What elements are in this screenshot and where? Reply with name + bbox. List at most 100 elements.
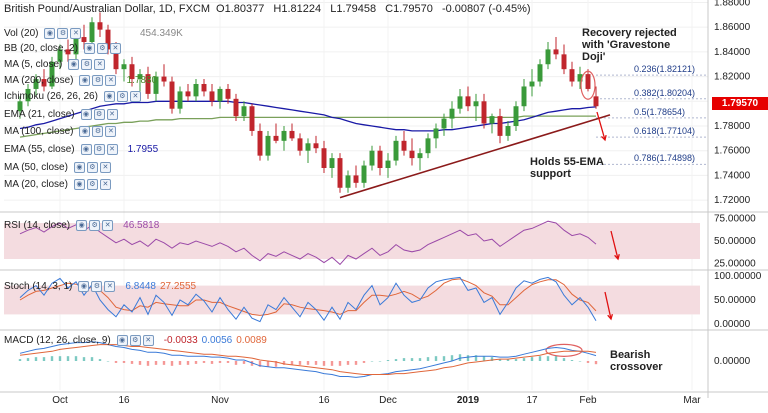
stoch-legend-icons[interactable]: ◉ ⚙ ✕ <box>78 281 116 292</box>
visibility-icon[interactable]: ◉ <box>80 144 92 155</box>
indicator-legend-row[interactable]: MA (200, close) ◉ ⚙ ✕ 1.7880 <box>4 74 157 87</box>
close-icon[interactable]: ✕ <box>104 281 116 292</box>
settings-icon[interactable]: ⚙ <box>89 220 101 231</box>
recovery-annotation: Recovery rejected with 'Gravestone Doji' <box>582 27 677 63</box>
visibility-icon[interactable]: ◉ <box>44 28 56 39</box>
stoch-k-line <box>19 276 597 323</box>
visibility-icon[interactable]: ◉ <box>68 59 80 70</box>
macd-histogram-bar <box>266 361 270 367</box>
macd-histogram-bar <box>506 359 510 361</box>
close-icon[interactable]: ✕ <box>94 59 106 70</box>
indicator-legend-row[interactable]: MA (5, close) ◉ ⚙ ✕ <box>4 58 106 71</box>
close-icon[interactable]: ✕ <box>129 91 141 102</box>
candle-body <box>177 91 183 109</box>
candle-body <box>417 153 423 159</box>
candle-body <box>97 22 103 30</box>
close-icon[interactable]: ✕ <box>99 162 111 173</box>
indicator-legend-value: 1.7955 <box>127 144 159 155</box>
candle-body <box>33 79 39 89</box>
rsi-legend-icons[interactable]: ◉ ⚙ ✕ <box>76 220 114 231</box>
rsi-legend-value: 46.5818 <box>123 220 160 231</box>
settings-icon[interactable]: ⚙ <box>91 281 103 292</box>
close-icon[interactable]: ✕ <box>142 335 154 346</box>
visibility-icon[interactable]: ◉ <box>116 335 128 346</box>
close-icon[interactable]: ✕ <box>105 126 117 137</box>
visibility-icon[interactable]: ◉ <box>79 126 91 137</box>
candle-body <box>345 175 351 188</box>
macd-histogram-bar <box>450 355 454 361</box>
macd-histogram-bar <box>218 361 222 363</box>
settings-icon[interactable]: ⚙ <box>57 28 69 39</box>
candle-body <box>249 106 255 131</box>
indicator-legend-icons[interactable]: ◉ ⚙ ✕ <box>80 109 118 120</box>
settings-icon[interactable]: ⚙ <box>92 75 104 86</box>
candle-body <box>297 138 303 151</box>
settings-icon[interactable]: ⚙ <box>93 144 105 155</box>
visibility-icon[interactable]: ◉ <box>73 162 85 173</box>
candle-body <box>385 160 391 168</box>
candle-body <box>585 74 591 89</box>
settings-icon[interactable]: ⚙ <box>86 179 98 190</box>
price-tick-label: 1.86000 <box>714 22 751 33</box>
macd-histogram-bar <box>330 361 334 366</box>
settings-icon[interactable]: ⚙ <box>92 126 104 137</box>
candle-body <box>489 116 495 124</box>
chart-header: British Pound/Australian Dollar, 1D, FXC… <box>4 3 537 15</box>
indicator-legend-icons[interactable]: ◉ ⚙ ✕ <box>103 91 141 102</box>
indicator-legend-icons[interactable]: ◉ ⚙ ✕ <box>68 59 106 70</box>
close-icon[interactable]: ✕ <box>109 43 121 54</box>
macd-histogram-bar <box>274 361 278 367</box>
visibility-icon[interactable]: ◉ <box>78 281 90 292</box>
settings-icon[interactable]: ⚙ <box>129 335 141 346</box>
candle-body <box>25 88 31 102</box>
visibility-icon[interactable]: ◉ <box>73 179 85 190</box>
macd-histogram-bar <box>306 361 310 365</box>
indicator-legend-row[interactable]: BB (20, close, 2) ◉ ⚙ ✕ <box>4 42 121 55</box>
indicator-legend-row[interactable]: MA (50, close) ◉ ⚙ ✕ <box>4 161 111 174</box>
macd-histogram-bar <box>570 360 574 361</box>
settings-icon[interactable]: ⚙ <box>93 109 105 120</box>
settings-icon[interactable]: ⚙ <box>81 59 93 70</box>
indicator-legend-row[interactable]: EMA (55, close) ◉ ⚙ ✕ 1.7955 <box>4 143 158 156</box>
candle-body <box>537 64 543 82</box>
recovery-line-2: with 'Gravestone <box>582 39 671 51</box>
indicator-legend-label: MA (50, close) <box>4 162 68 173</box>
indicator-legend-icons[interactable]: ◉ ⚙ ✕ <box>83 43 121 54</box>
close-icon[interactable]: ✕ <box>70 28 82 39</box>
indicator-legend-row[interactable]: MA (100, close) ◉ ⚙ ✕ <box>4 125 117 138</box>
indicator-legend-icons[interactable]: ◉ ⚙ ✕ <box>44 28 82 39</box>
macd-legend-label: MACD (12, 26, close, 9) <box>4 335 111 346</box>
visibility-icon[interactable]: ◉ <box>83 43 95 54</box>
fibonacci-level-label: 0.236(1.82121) <box>634 64 696 75</box>
close-icon[interactable]: ✕ <box>105 75 117 86</box>
candle-body <box>41 79 47 87</box>
macd-histogram-bar <box>226 361 230 363</box>
indicator-legend-icons[interactable]: ◉ ⚙ ✕ <box>73 162 111 173</box>
indicator-legend-row[interactable]: MA (20, close) ◉ ⚙ ✕ <box>4 178 111 191</box>
macd-crossover-highlight <box>545 343 583 357</box>
indicator-legend-icons[interactable]: ◉ ⚙ ✕ <box>73 179 111 190</box>
price-tick-label: 1.84000 <box>714 47 751 58</box>
indicator-legend-icons[interactable]: ◉ ⚙ ✕ <box>79 75 117 86</box>
close-icon[interactable]: ✕ <box>106 109 118 120</box>
indicator-legend-icons[interactable]: ◉ ⚙ ✕ <box>79 126 117 137</box>
settings-icon[interactable]: ⚙ <box>96 43 108 54</box>
settings-icon[interactable]: ⚙ <box>86 162 98 173</box>
visibility-icon[interactable]: ◉ <box>103 91 115 102</box>
candle-body <box>513 106 519 126</box>
macd-legend-icons[interactable]: ◉ ⚙ ✕ <box>116 335 154 346</box>
indicator-legend-icons[interactable]: ◉ ⚙ ✕ <box>80 144 118 155</box>
visibility-icon[interactable]: ◉ <box>80 109 92 120</box>
price-tick-label: 1.82000 <box>714 72 751 83</box>
settings-icon[interactable]: ⚙ <box>116 91 128 102</box>
macd-line-value: 0.0056 <box>201 335 233 346</box>
visibility-icon[interactable]: ◉ <box>76 220 88 231</box>
symbol-title[interactable]: British Pound/Australian Dollar, 1D, FXC… <box>4 3 211 15</box>
indicator-legend-row[interactable]: EMA (21, close) ◉ ⚙ ✕ <box>4 108 118 121</box>
close-icon[interactable]: ✕ <box>102 220 114 231</box>
indicator-legend-row[interactable]: Ichimoku (26, 26, 26) ◉ ⚙ ✕ <box>4 90 141 103</box>
close-icon[interactable]: ✕ <box>106 144 118 155</box>
indicator-legend-row[interactable]: Vol (20) ◉ ⚙ ✕ <box>4 27 82 40</box>
close-icon[interactable]: ✕ <box>99 179 111 190</box>
visibility-icon[interactable]: ◉ <box>79 75 91 86</box>
